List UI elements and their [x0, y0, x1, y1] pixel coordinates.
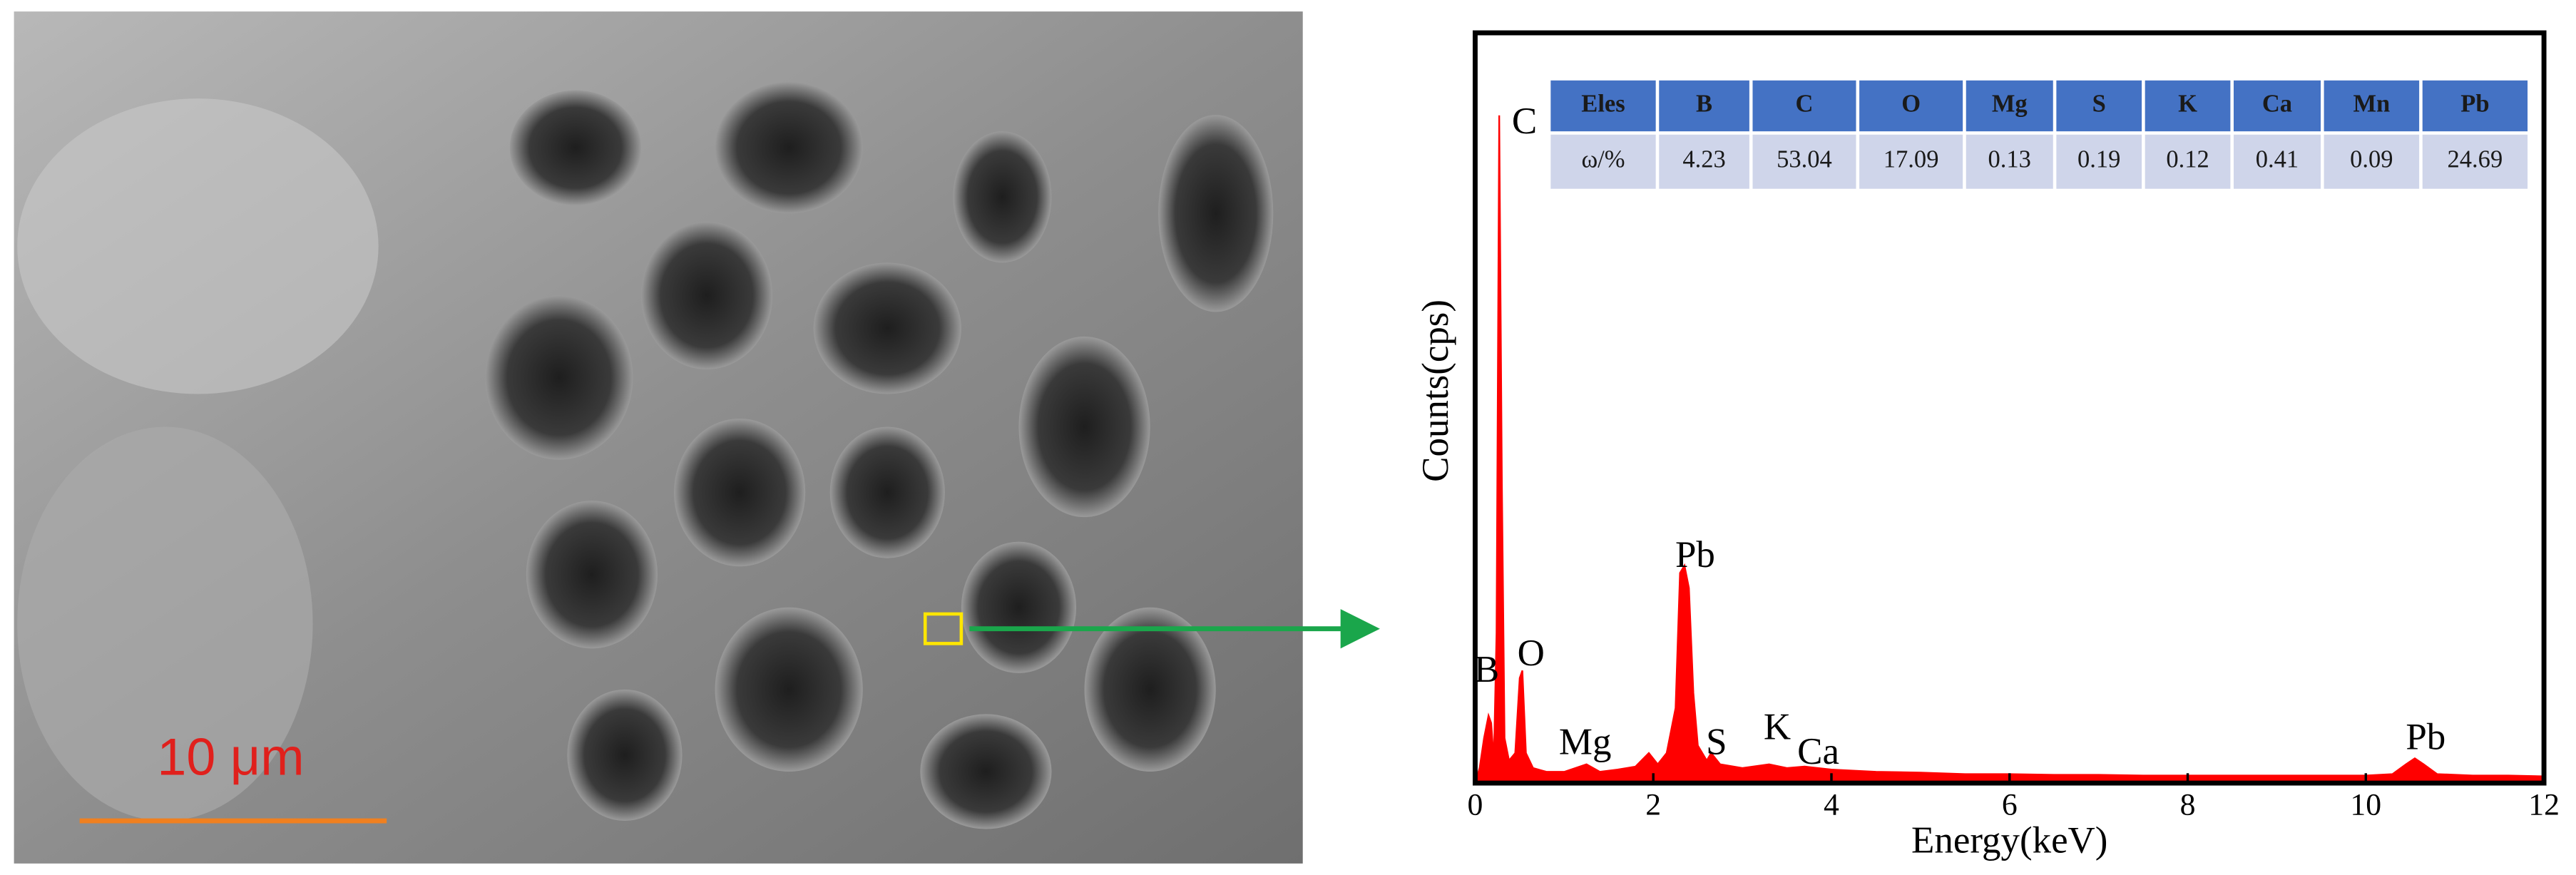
table-header-cell: [2324, 80, 2420, 132]
x-axis-label: Energy(keV): [1911, 819, 2107, 861]
table-cell: [1966, 134, 2053, 189]
table-cell: [2145, 134, 2231, 189]
table-cell-text: 24.69: [2448, 146, 2503, 173]
table-header-cell: [2145, 80, 2231, 132]
x-tick-label: 10: [2350, 788, 2381, 822]
table-header-cell: [2233, 80, 2321, 132]
x-tick-label: 8: [2180, 788, 2196, 822]
x-tick-label: 6: [2002, 788, 2018, 822]
peak-label: O: [1518, 633, 1545, 674]
peak-label: Mg: [1559, 721, 1612, 762]
table-header-cell: [1659, 80, 1749, 132]
peak-label: K: [1764, 707, 1791, 748]
peak-label: Pb: [1675, 534, 1715, 575]
table-header-text: O: [1901, 90, 1921, 117]
table-cell: [1659, 134, 1749, 189]
table-header-cell: [1752, 80, 1856, 132]
table-cell-text: 0.12: [2166, 146, 2209, 173]
table-cell-text: 0.13: [1988, 146, 2031, 173]
table-header-cell: [1550, 80, 1656, 132]
table-header-text: Mn: [2353, 90, 2390, 117]
scale-bar-label: 10 μm: [157, 727, 304, 787]
table-header-cell: [2422, 80, 2528, 132]
peak-label: Pb: [2406, 716, 2445, 757]
table-header-text: S: [2092, 90, 2106, 117]
table-cell: [1752, 134, 1856, 189]
table-header-text: B: [1696, 90, 1712, 117]
table-cell-text: 0.09: [2350, 146, 2393, 173]
spectrum: [1473, 115, 2545, 784]
y-axis-label: Counts(cps): [1415, 300, 1456, 482]
plot-frame: [1472, 30, 2547, 786]
table-header-text: C: [1796, 90, 1814, 117]
table-cell: [2324, 134, 2420, 189]
sem-image: 10 μm: [14, 11, 1303, 864]
table-header-cell: [2056, 80, 2142, 132]
peak-label: C: [1512, 101, 1537, 142]
table-header-cell: [1859, 80, 1963, 132]
table-cell-text: 53.04: [1777, 146, 1832, 173]
peak-label: Ca: [1797, 731, 1839, 772]
table-cell-text: 0.41: [2256, 146, 2299, 173]
table-cell-text: 0.19: [2077, 146, 2120, 173]
peak-label: S: [1706, 721, 1727, 762]
table-header-text: Mg: [1992, 90, 2028, 117]
table-header-text: Pb: [2460, 90, 2489, 117]
x-tick-label: 2: [1645, 788, 1661, 822]
table-cell: [2056, 134, 2142, 189]
table-cell: [2422, 134, 2528, 189]
table-cell-text: ω/%: [1581, 146, 1625, 173]
table-cell: [1550, 134, 1656, 189]
table-cell-text: 4.23: [1682, 146, 1725, 173]
x-tick-label: 0: [1468, 788, 1483, 822]
table-cell: [1859, 134, 1963, 189]
table-header-text: Ca: [2262, 90, 2292, 117]
table-cell-text: 17.09: [1884, 146, 1939, 173]
x-tick-label: 12: [2528, 788, 2560, 822]
peak-label: B: [1474, 649, 1499, 690]
table-header-text: K: [2178, 90, 2197, 117]
table-cell: [2233, 134, 2321, 189]
table-header-cell: [1966, 80, 2053, 132]
table-header-text: Eles: [1581, 90, 1625, 117]
x-tick-label: 4: [1824, 788, 1839, 822]
